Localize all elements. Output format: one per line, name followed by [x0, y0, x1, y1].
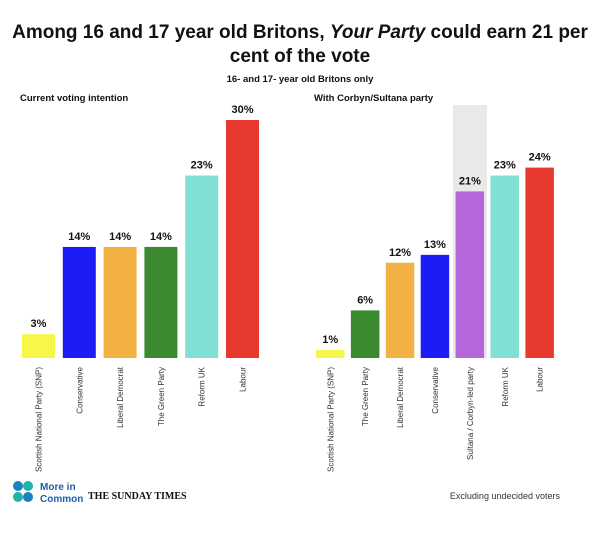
value-label: 12% [389, 247, 411, 259]
x-tick-label: Sultana / Corbyn-led party [466, 367, 475, 460]
x-tick-label: The Green Party [361, 367, 370, 426]
note: Excluding undecided voters [450, 491, 561, 501]
panel-title: Current voting intention [20, 93, 128, 104]
value-label: 23% [191, 160, 213, 172]
bar [455, 191, 485, 358]
publisher: THE SUNDAY TIMES [88, 491, 187, 502]
bar [22, 334, 55, 358]
logo-icon [13, 481, 33, 502]
x-tick-label: Liberal Democrat [396, 366, 405, 428]
x-tick-label: Scottish National Party (SNP) [35, 367, 44, 472]
x-tick-label: Scottish National Party (SNP) [326, 367, 335, 472]
logo-text: Common [40, 494, 83, 505]
title-part: could earn 21 per [425, 22, 588, 43]
x-tick-label: Conservative [75, 366, 84, 413]
bar [385, 262, 415, 358]
value-label: 30% [231, 104, 253, 116]
chart-title: Among 16 and 17 year old Britons, Your P… [12, 22, 588, 43]
bar [185, 175, 219, 358]
x-tick-label: Labour [239, 367, 248, 392]
value-label: 6% [357, 294, 373, 306]
x-tick-label: The Green Party [157, 367, 166, 426]
bar [103, 246, 137, 358]
value-label: 14% [150, 231, 172, 243]
bar [144, 246, 178, 358]
bar [62, 246, 96, 358]
panel-title: With Corbyn/Sultana party [314, 93, 434, 104]
value-label: 3% [31, 318, 47, 330]
bar [350, 310, 380, 358]
value-label: 14% [68, 231, 90, 243]
x-tick-label: Conservative [431, 366, 440, 413]
bar [420, 254, 450, 358]
value-label: 24% [529, 152, 551, 164]
x-tick-label: Labour [536, 367, 545, 392]
bar [226, 120, 259, 358]
value-label: 14% [109, 231, 131, 243]
logo-text: More in [40, 482, 76, 493]
value-label: 21% [459, 175, 481, 187]
value-label: 23% [494, 160, 516, 172]
bar [525, 167, 554, 358]
title-part: Among 16 and 17 year old Britons, [12, 22, 330, 43]
x-tick-label: Reform UK [501, 366, 510, 406]
x-tick-label: Liberal Democrat [116, 366, 125, 428]
bar [490, 175, 519, 358]
value-label: 13% [424, 239, 446, 251]
x-tick-label: Reform UK [198, 366, 207, 406]
subtitle: 16- and 17- year old Britons only [227, 74, 374, 85]
title-part: Your Party [330, 22, 427, 43]
bar [316, 350, 345, 358]
value-label: 1% [322, 334, 338, 346]
chart-title: cent of the vote [230, 46, 370, 67]
